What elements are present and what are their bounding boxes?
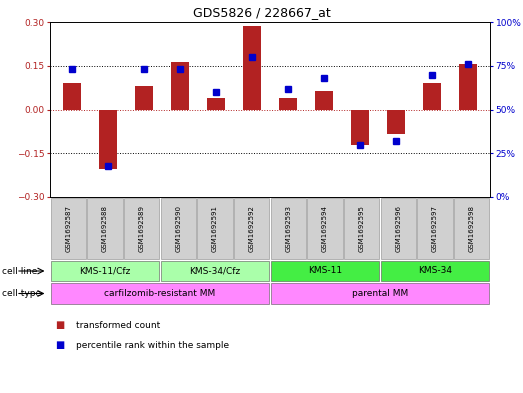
Bar (135, 86, 153, 110)
Bar (63, 83, 81, 110)
Bar (271, 261, 379, 281)
Bar (344, 198, 379, 259)
Bar (417, 198, 452, 259)
Text: ■: ■ (55, 340, 64, 350)
Text: percentile rank within the sample: percentile rank within the sample (76, 340, 229, 349)
Bar (271, 198, 306, 259)
Bar (459, 64, 477, 110)
Bar (308, 198, 343, 259)
Bar (271, 283, 488, 304)
Text: GSM1692595: GSM1692595 (359, 205, 365, 252)
Text: GSM1692588: GSM1692588 (102, 205, 108, 252)
Text: KMS-34: KMS-34 (418, 266, 452, 275)
Bar (197, 198, 233, 259)
Bar (279, 98, 297, 110)
Bar (454, 198, 490, 259)
Text: GDS5826 / 228667_at: GDS5826 / 228667_at (192, 6, 331, 19)
Bar (387, 110, 405, 134)
Text: cell line: cell line (2, 266, 37, 275)
Text: GSM1692589: GSM1692589 (139, 205, 145, 252)
Text: ■: ■ (55, 320, 64, 330)
Text: GSM1692597: GSM1692597 (432, 205, 438, 252)
Text: GSM1692598: GSM1692598 (469, 205, 475, 252)
Text: GSM1692591: GSM1692591 (212, 205, 218, 252)
Text: GSM1692594: GSM1692594 (322, 205, 328, 252)
Text: GSM1692587: GSM1692587 (65, 205, 71, 252)
Bar (207, 98, 225, 110)
Text: transformed count: transformed count (76, 321, 161, 329)
Text: GSM1692593: GSM1692593 (286, 205, 291, 252)
Bar (315, 90, 333, 110)
Bar (99, 110, 117, 169)
Bar (243, 26, 261, 110)
Bar (381, 261, 488, 281)
Text: GSM1692590: GSM1692590 (175, 205, 181, 252)
Bar (351, 110, 369, 145)
Bar (51, 198, 86, 259)
Text: GSM1692592: GSM1692592 (248, 205, 255, 252)
Bar (381, 198, 416, 259)
Bar (234, 198, 269, 259)
Text: carfilzomib-resistant MM: carfilzomib-resistant MM (105, 288, 215, 298)
Text: cell type: cell type (2, 289, 41, 298)
Bar (162, 261, 268, 281)
Text: KMS-11/Cfz: KMS-11/Cfz (79, 266, 131, 275)
Text: parental MM: parental MM (352, 288, 408, 298)
Text: KMS-34/Cfz: KMS-34/Cfz (189, 266, 241, 275)
Bar (51, 283, 268, 304)
Bar (171, 62, 189, 110)
Bar (124, 198, 160, 259)
Text: KMS-11: KMS-11 (308, 266, 342, 275)
Bar (51, 261, 158, 281)
Bar (423, 83, 441, 110)
Text: GSM1692596: GSM1692596 (395, 205, 401, 252)
Bar (87, 198, 122, 259)
Bar (161, 198, 196, 259)
